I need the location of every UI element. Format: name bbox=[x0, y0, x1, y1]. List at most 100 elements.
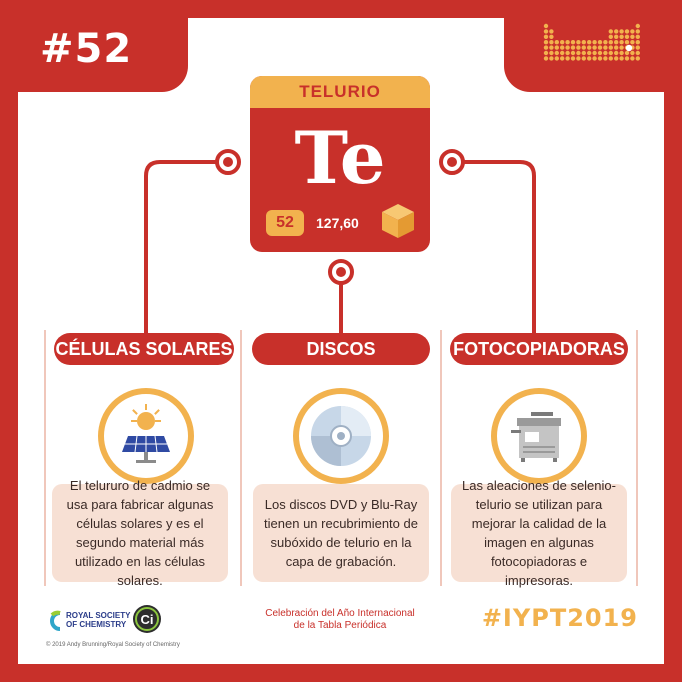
periodic-table-dot bbox=[554, 45, 559, 50]
use-title-photocopiers: FOTOCOPIADORAS bbox=[450, 333, 628, 365]
periodic-table-dot bbox=[619, 40, 624, 45]
periodic-table-dot bbox=[597, 40, 603, 45]
periodic-table-dot bbox=[565, 56, 570, 61]
column-divider bbox=[440, 330, 442, 586]
column-divider bbox=[240, 330, 242, 586]
periodic-table-dot bbox=[608, 40, 613, 45]
periodic-table-dot bbox=[570, 40, 576, 45]
atomic-number: 52 bbox=[266, 210, 304, 236]
periodic-table-dot bbox=[587, 45, 592, 50]
periodic-table-dot bbox=[576, 56, 581, 61]
periodic-table-dot bbox=[549, 29, 554, 34]
periodic-table-dot bbox=[543, 56, 549, 61]
element-name-bar bbox=[250, 76, 430, 108]
celebration-line-2: de la Tabla Periódica bbox=[293, 620, 387, 631]
periodic-table-dot bbox=[543, 29, 549, 34]
periodic-table-dot bbox=[543, 23, 549, 29]
periodic-table-dot bbox=[614, 56, 619, 61]
use-description-solar-cells: El telururo de cadmio se usa para fabric… bbox=[52, 478, 228, 588]
periodic-table-dot bbox=[560, 40, 565, 45]
periodic-table-dot bbox=[565, 40, 570, 45]
periodic-table-dot bbox=[619, 29, 624, 34]
periodic-table-dot bbox=[614, 50, 619, 56]
periodic-table-dot bbox=[635, 56, 640, 61]
periodic-table-dot bbox=[560, 56, 565, 61]
periodic-table-dot bbox=[635, 50, 640, 56]
disc-icon bbox=[311, 406, 371, 466]
periodic-table-dot bbox=[554, 40, 559, 45]
periodic-table-dot bbox=[560, 45, 565, 50]
cube-icon bbox=[382, 204, 414, 238]
ci-logo-icon: Ci bbox=[133, 605, 161, 633]
periodic-table-dot bbox=[587, 56, 592, 61]
photocopier-icon bbox=[511, 412, 561, 462]
periodic-table-dot bbox=[635, 34, 640, 39]
periodic-table-dot bbox=[576, 45, 581, 50]
periodic-table-dot bbox=[608, 45, 613, 50]
periodic-table-dot bbox=[624, 56, 630, 61]
periodic-table-dot bbox=[549, 34, 554, 39]
issue-number: #52 bbox=[40, 26, 133, 72]
periodic-table-dot bbox=[597, 45, 603, 50]
periodic-table-dot bbox=[624, 50, 630, 56]
use-description-discs: Los discos DVD y Blu-Ray tienen un recub… bbox=[253, 484, 429, 582]
periodic-table-dot bbox=[635, 23, 640, 29]
periodic-table-dot bbox=[554, 56, 559, 61]
periodic-table-dot bbox=[608, 50, 613, 56]
svg-text:Ci: Ci bbox=[141, 612, 154, 627]
solar-panel-icon bbox=[122, 404, 170, 463]
rsc-line-1: ROYAL SOCIETY bbox=[66, 611, 131, 620]
periodic-table-dot bbox=[614, 45, 619, 50]
hashtag: #IYPT2019 bbox=[481, 604, 638, 632]
periodic-table-dot bbox=[581, 40, 586, 45]
periodic-table-dot bbox=[619, 56, 624, 61]
element-name: TELURIO bbox=[299, 82, 381, 101]
periodic-table-dot bbox=[570, 50, 576, 56]
celebration-line-1: Celebración del Año Internacional bbox=[265, 608, 415, 619]
periodic-table-dot bbox=[630, 50, 635, 56]
atomic-mass: 127,60 bbox=[316, 215, 359, 231]
periodic-table-dot bbox=[603, 40, 608, 45]
periodic-table-dot bbox=[560, 50, 565, 56]
column-divider bbox=[44, 330, 46, 586]
periodic-table-dot bbox=[570, 45, 576, 50]
periodic-table-dot bbox=[635, 40, 640, 45]
periodic-table-dot bbox=[565, 50, 570, 56]
rsc-logo-icon bbox=[50, 610, 61, 631]
periodic-table-dot bbox=[543, 40, 549, 45]
periodic-table-dot bbox=[597, 56, 603, 61]
photocopier-icon-circle bbox=[491, 388, 587, 484]
periodic-table-dot bbox=[635, 45, 640, 50]
periodic-table-dot bbox=[630, 29, 635, 34]
periodic-table-dot bbox=[603, 45, 608, 50]
periodic-table-dot bbox=[597, 50, 603, 56]
periodic-table-dot bbox=[581, 45, 586, 50]
column-divider bbox=[636, 330, 638, 586]
periodic-table-dot bbox=[630, 34, 635, 39]
highlight-dot bbox=[625, 44, 633, 52]
periodic-table-dot bbox=[630, 40, 635, 45]
periodic-table-dot bbox=[554, 50, 559, 56]
disc-icon-circle bbox=[293, 388, 389, 484]
periodic-table-dot bbox=[614, 29, 619, 34]
periodic-table-dot bbox=[592, 40, 597, 45]
celebration-text: Celebración del Año Internacional de la … bbox=[240, 608, 440, 632]
solar-icon-circle bbox=[98, 388, 194, 484]
rsc-logo-text: ROYAL SOCIETY OF CHEMISTRY bbox=[66, 611, 130, 629]
rsc-line-2: OF CHEMISTRY bbox=[66, 620, 127, 629]
periodic-table-dot bbox=[592, 45, 597, 50]
periodic-table-dot bbox=[581, 50, 586, 56]
periodic-table-dot bbox=[592, 50, 597, 56]
periodic-table-dot bbox=[603, 50, 608, 56]
periodic-table-dot bbox=[619, 45, 624, 50]
periodic-table-dot bbox=[635, 29, 640, 34]
periodic-table-dot bbox=[543, 45, 549, 50]
periodic-table-dot bbox=[543, 50, 549, 56]
use-description-photocopiers: Las aleaciones de selenio-telurio se uti… bbox=[451, 478, 627, 588]
periodic-table-dot bbox=[565, 45, 570, 50]
periodic-table-dot bbox=[608, 56, 613, 61]
periodic-table-icon bbox=[543, 23, 640, 61]
periodic-table-dot bbox=[619, 34, 624, 39]
periodic-table-dot bbox=[603, 56, 608, 61]
